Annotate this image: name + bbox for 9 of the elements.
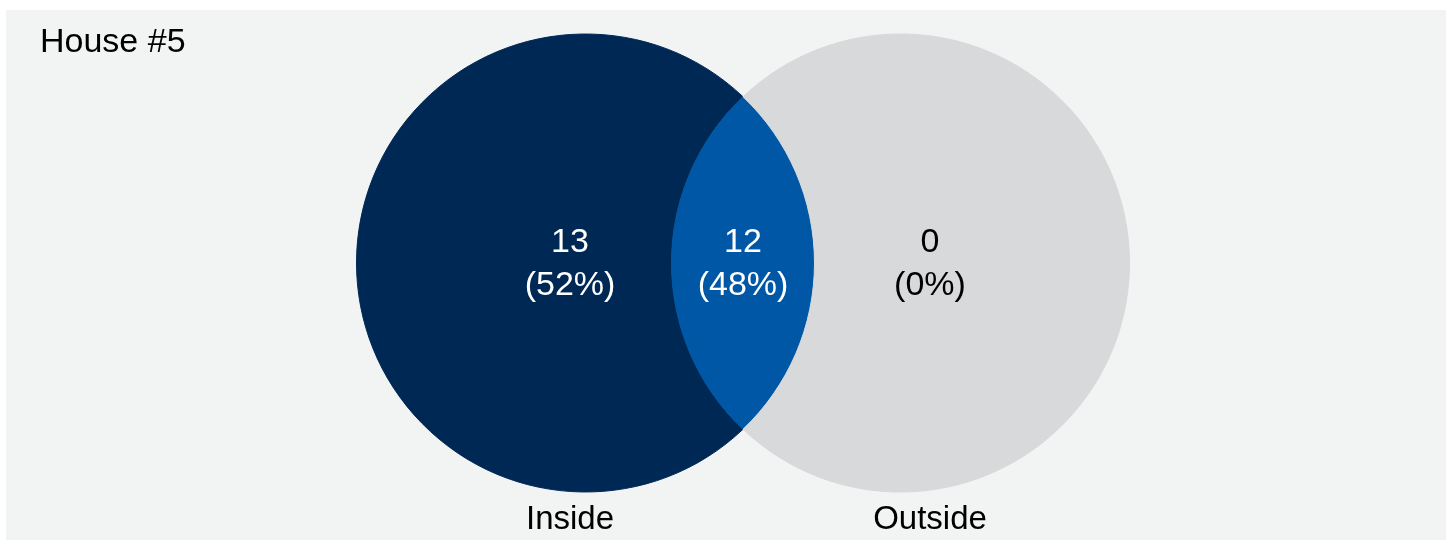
category-label: Inside [525,499,615,536]
category-label: Outside [873,499,987,536]
text: House #5 [40,21,186,59]
text: (52%) [524,263,616,302]
text: (48%) [697,263,789,302]
text: (0%) [894,263,966,302]
data-label: 12 [724,220,762,259]
data-label: 0 [920,220,940,259]
data-label: 13 [551,220,589,259]
